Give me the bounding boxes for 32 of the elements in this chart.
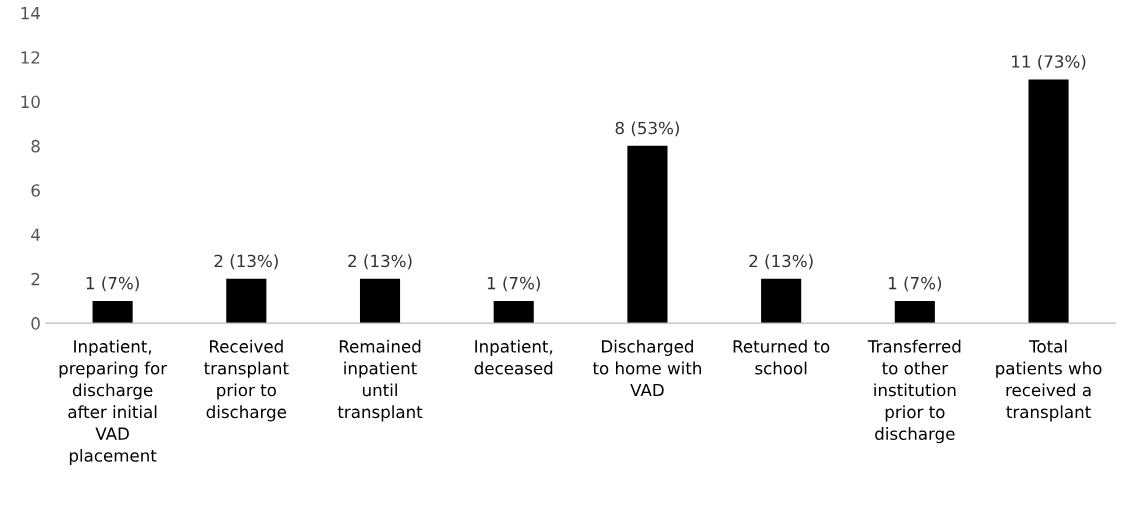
data-label: 2 (13%) [214, 254, 278, 270]
y-tick-label: 0 [31, 317, 40, 330]
x-tick-label: Remained inpatient until transplant [337, 339, 423, 422]
y-tick-label: 14 [21, 7, 40, 20]
y-tick-label: 8 [31, 139, 40, 153]
y-tick-label: 12 [21, 51, 40, 64]
x-tick-label: Inpatient, preparing for discharge after initial VAD placement [59, 339, 168, 466]
bar [894, 300, 935, 324]
x-tick-label: Total patients who received a transplant [996, 339, 1102, 422]
bar [493, 300, 534, 324]
data-label: 1 (7%) [487, 276, 540, 292]
x-tick-label: Returned to school [733, 339, 830, 375]
x-tick-label: Received transplant prior to discharge [204, 339, 289, 422]
y-tick-label: 6 [31, 184, 40, 197]
y-tick-label: 10 [21, 95, 40, 109]
bar [627, 145, 668, 324]
bar [1028, 79, 1069, 324]
data-label: 1 (7%) [889, 276, 942, 292]
bar [761, 278, 802, 324]
data-label: 8 (53%) [615, 121, 679, 137]
y-tick-label: 2 [31, 272, 40, 286]
bar [359, 278, 401, 324]
data-label: 11 (73%) [1012, 54, 1086, 70]
x-tick-label: Discharged to home with VAD [592, 339, 701, 397]
x-tick-label: Transferred to other institution prior to discharge [867, 339, 961, 444]
data-label: 2 (13%) [348, 254, 412, 270]
data-label: 1 (7%) [86, 276, 139, 292]
bar [92, 300, 133, 324]
data-label: 2 (13%) [749, 254, 813, 270]
y-tick-label: 4 [31, 228, 40, 241]
bar [226, 278, 267, 324]
x-tick-label: Inpatient, deceased [474, 339, 553, 375]
